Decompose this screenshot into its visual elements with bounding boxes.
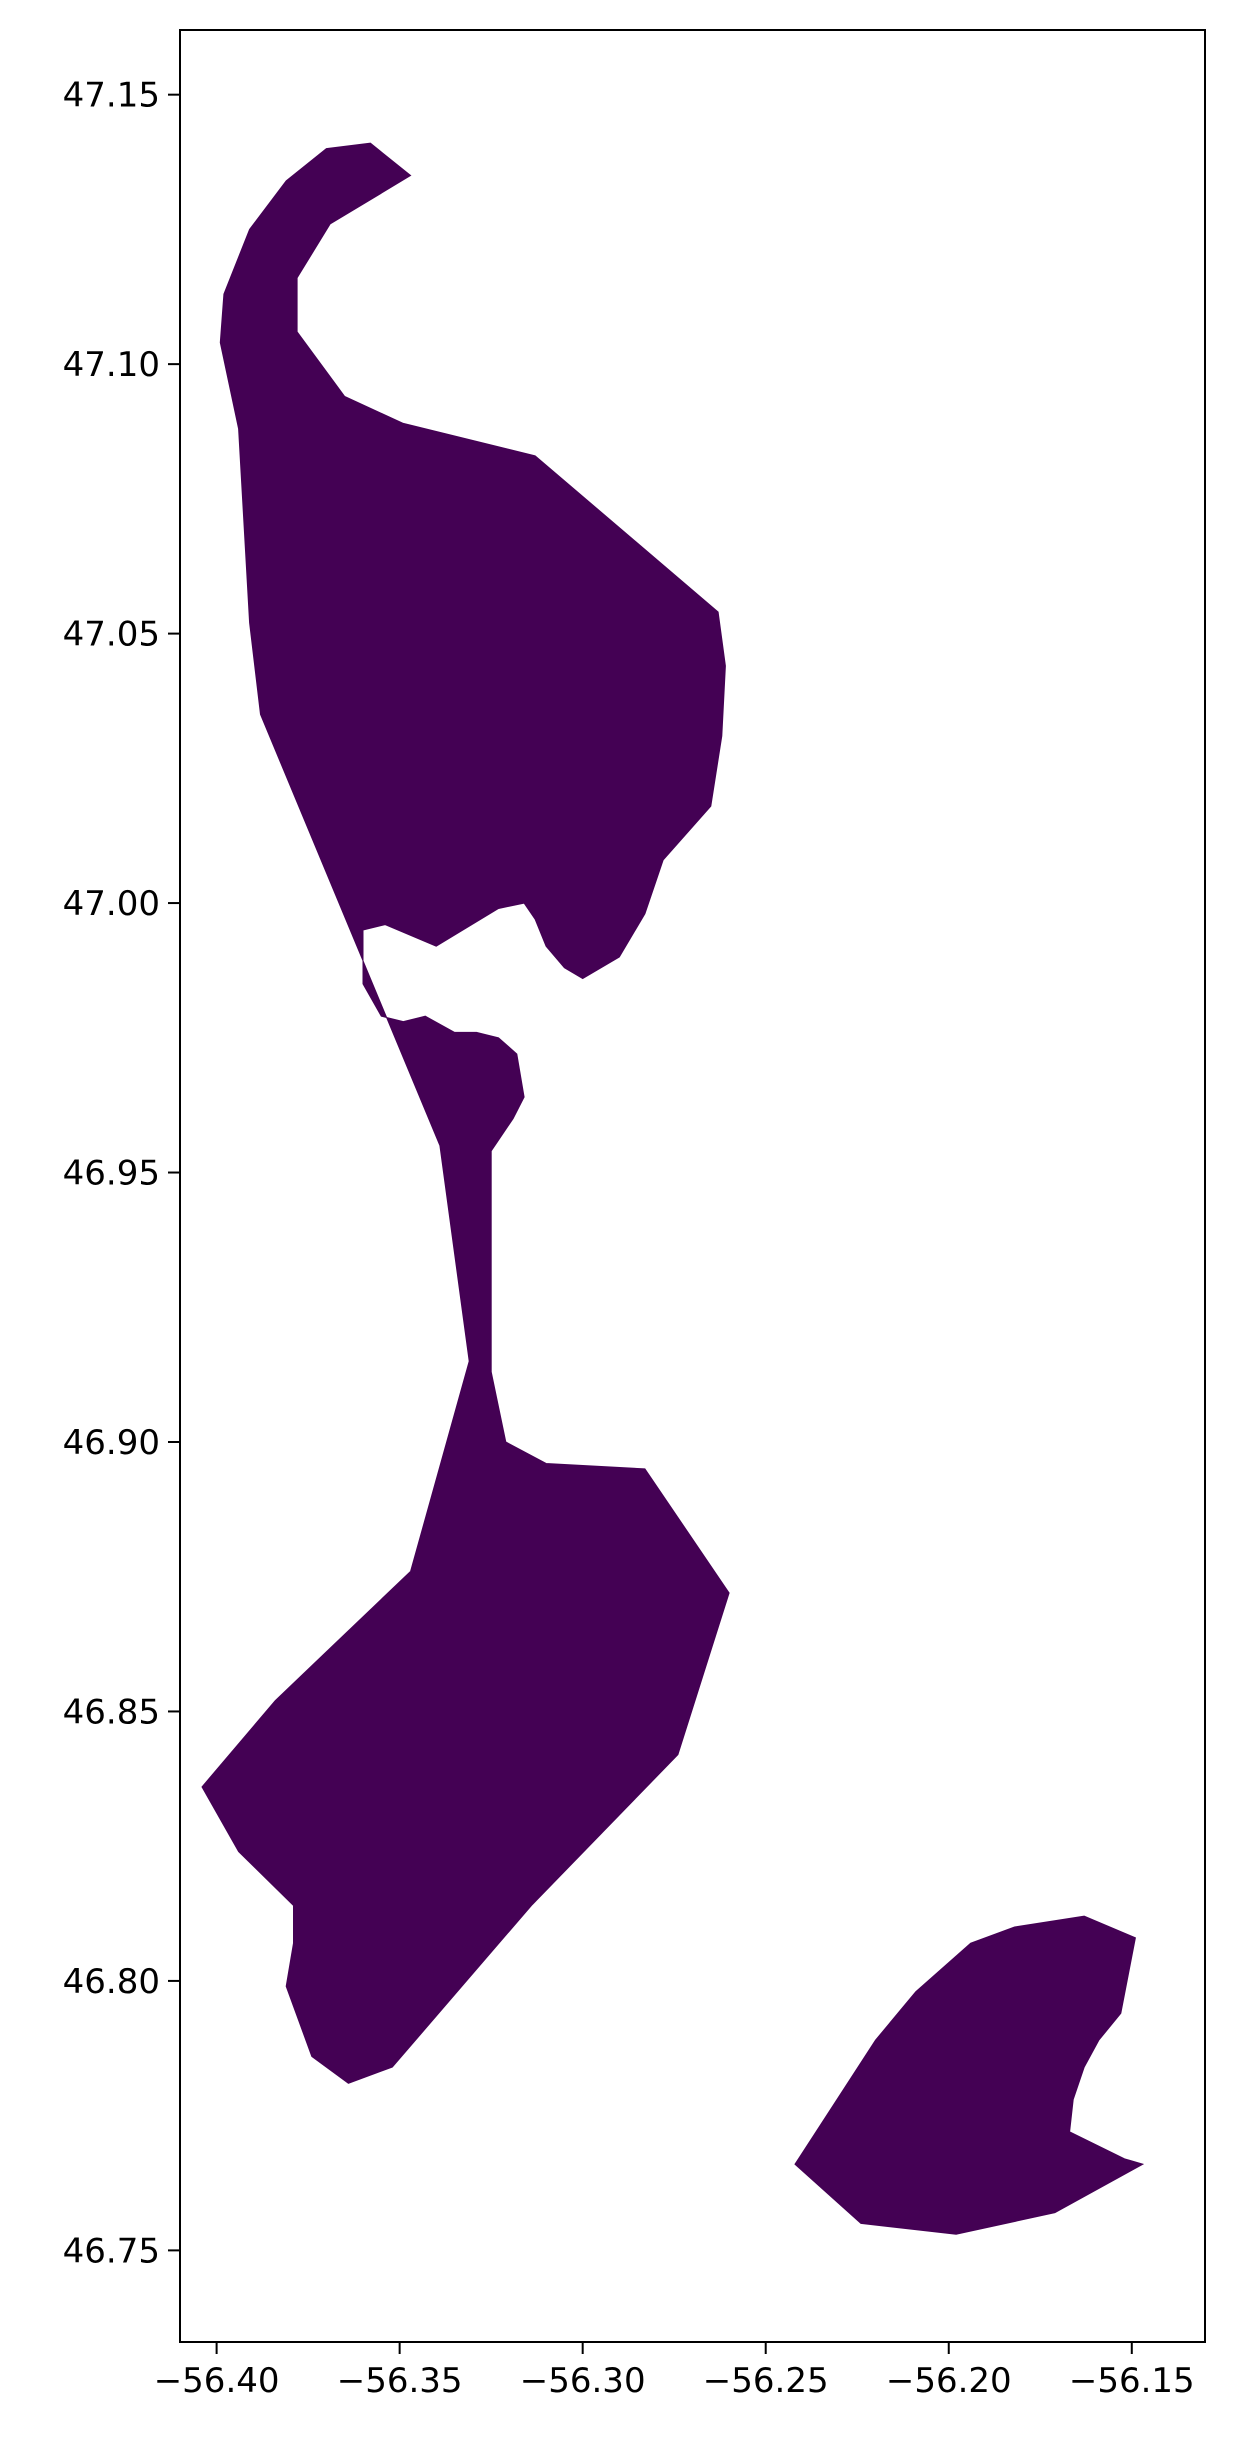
y-axis: 47.15 47.10 47.05 47.00 46.95 46.90 46.85 46.80… [63, 76, 180, 2271]
y-tick-label: 46.80 [63, 1962, 160, 2002]
x-axis: −56.40 −56.35 −56.30 −56.25 −56.20 −56.15 [154, 2342, 1195, 2401]
y-tick-label: 47.15 [63, 76, 160, 116]
x-tick-label: −56.40 [154, 2361, 280, 2401]
x-tick-label: −56.25 [703, 2361, 829, 2401]
southeast-island-polygon [794, 1915, 1145, 2235]
x-tick-label: −56.15 [1069, 2361, 1195, 2401]
y-tick-label: 46.95 [63, 1154, 160, 1194]
y-tick-label: 46.90 [63, 1423, 160, 1463]
y-tick-label: 47.05 [63, 615, 160, 655]
main-landmass-polygon [201, 142, 730, 2084]
y-tick-label: 47.10 [63, 345, 160, 385]
map-polygons [201, 142, 1145, 2235]
y-tick-label: 46.85 [63, 1692, 160, 1732]
x-tick-label: −56.20 [886, 2361, 1012, 2401]
axes-frame [179, 29, 1206, 2343]
y-tick-label: 46.75 [63, 2231, 160, 2271]
x-tick-label: −56.30 [520, 2361, 646, 2401]
x-tick-label: −56.35 [337, 2361, 463, 2401]
y-tick-label: 47.00 [63, 884, 160, 924]
